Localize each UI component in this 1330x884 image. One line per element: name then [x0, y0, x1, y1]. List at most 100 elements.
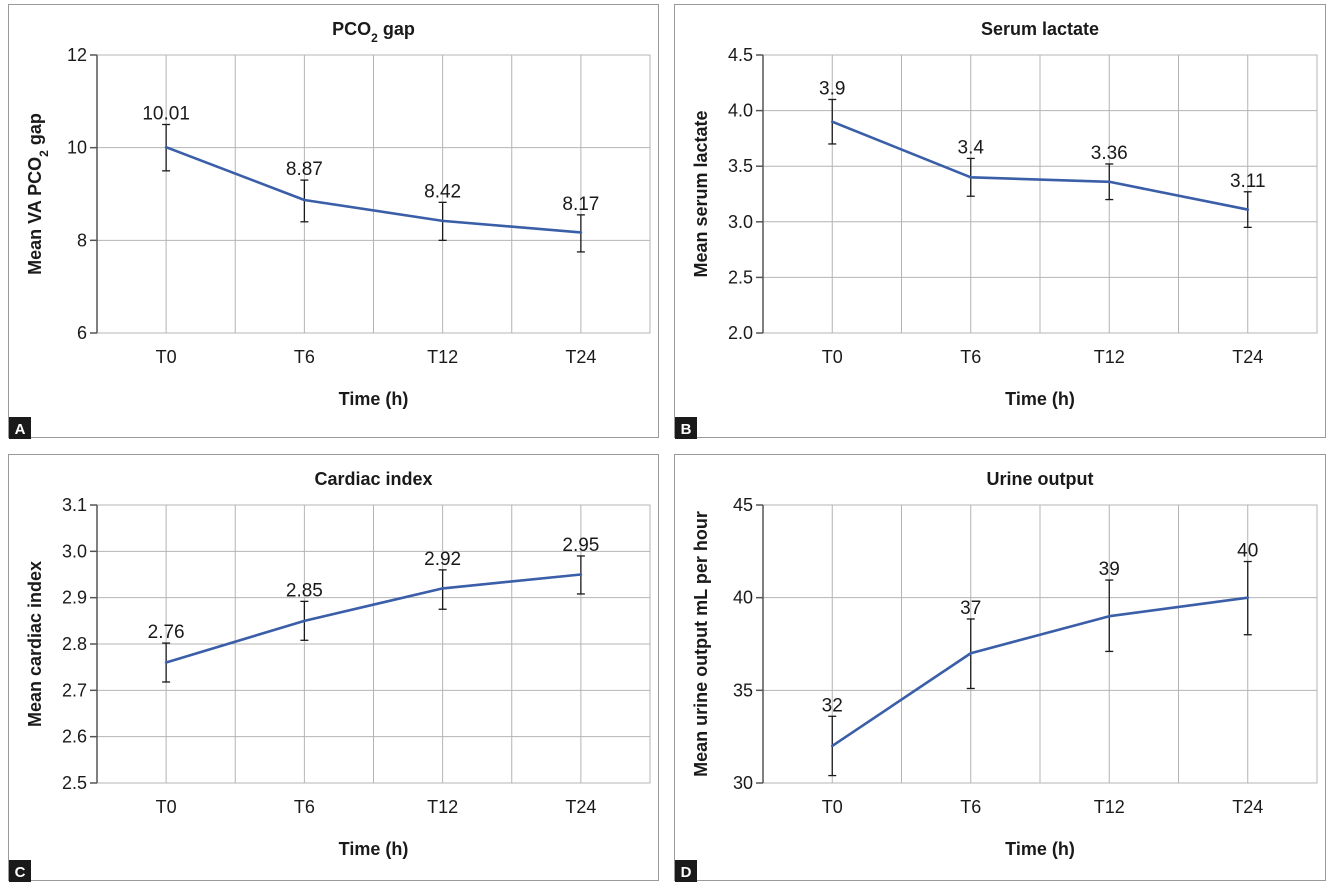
data-point [969, 651, 973, 655]
x-tick-label: T12 [1094, 347, 1125, 367]
chart-c-svg: 2.5 2.6 2.7 2.8 2.9 3.0 3.1 T0 T6 T12 T24 Cardiac i… [9, 469, 651, 882]
x-tick-label: T6 [294, 347, 315, 367]
chart-title: PCO2 gap [332, 19, 415, 45]
data-label: 37 [960, 598, 981, 619]
data-point [1246, 208, 1250, 211]
y-tick-label: 2.6 [62, 727, 87, 747]
x-tick-label: T12 [427, 797, 458, 817]
data-point [164, 661, 168, 664]
series-line [165, 573, 582, 664]
data-point [303, 619, 306, 623]
data-label: 39 [1099, 559, 1120, 580]
data-point [441, 219, 444, 223]
panel-letter-badge [675, 417, 697, 439]
data-point [830, 120, 834, 124]
series-line [831, 596, 1248, 748]
y-tick-label: 2.8 [62, 634, 87, 654]
chart-d-svg: 30 35 40 45 T0 T6 T12 T24 Urine output Time (h) Me… [675, 469, 1318, 882]
chart-title: Serum lactate [981, 19, 1099, 39]
data-point [1107, 614, 1111, 618]
x-tick-label: T0 [822, 347, 843, 367]
data-label: 3.4 [958, 137, 985, 158]
chart-title: Urine output [987, 469, 1094, 489]
data-point [1107, 180, 1111, 184]
panel-letter-badge [675, 860, 697, 882]
data-label: 8.17 [562, 194, 599, 215]
y-tick-label: 2.7 [62, 680, 87, 700]
y-tick-label: 4.5 [728, 45, 753, 65]
chart-panel-c: 2.5 2.6 2.7 2.8 2.9 3.0 3.1 T0 T6 T12 T24 Cardiac i… [8, 454, 659, 882]
panel-letter: D [681, 864, 692, 881]
y-tick-label: 3.5 [728, 156, 753, 176]
x-tick-label: T12 [427, 347, 458, 367]
x-tick-label: T6 [960, 347, 981, 367]
data-label: 2.95 [562, 535, 599, 556]
chart-panel-b: 2.0 2.5 3.0 3.5 4.0 4.5 T0 T6 T12 T24 Serum lactat… [674, 4, 1326, 439]
x-tick-label: T0 [822, 797, 843, 817]
x-tick-label: T0 [156, 797, 177, 817]
data-point [830, 744, 834, 748]
x-tick-label: T24 [1232, 797, 1263, 817]
panel-letter: C [15, 864, 26, 881]
y-tick-label: 12 [67, 45, 87, 65]
x-tick-label: T0 [156, 347, 177, 367]
data-point [1246, 596, 1250, 599]
y-tick-label: 2.5 [728, 267, 753, 287]
panel-letter: B [681, 421, 692, 438]
x-axis-label: Time (h) [339, 839, 409, 859]
series-line [831, 120, 1249, 211]
y-tick-label: 45 [733, 495, 753, 515]
data-label: 8.87 [286, 159, 323, 180]
data-point [164, 145, 168, 149]
y-axis-label: Mean serum lactate [691, 110, 711, 277]
x-tick-label: T6 [294, 797, 315, 817]
y-tick-label: 8 [77, 230, 87, 250]
data-label: 32 [822, 695, 843, 716]
chart-b-svg: 2.0 2.5 3.0 3.5 4.0 4.5 T0 T6 T12 T24 Serum lactat… [675, 19, 1318, 439]
chart-panel-a: 6 8 10 12 T0 T6 T12 T24 PCO2 gap Time (h) Mean VA … [8, 4, 659, 439]
x-tick-label: T24 [565, 347, 596, 367]
data-point [579, 573, 583, 576]
data-label: 10.01 [142, 104, 190, 125]
y-tick-label: 3.0 [728, 212, 753, 232]
y-tick-label: 30 [733, 773, 753, 793]
x-tick-label: T24 [1232, 347, 1263, 367]
data-label: 2.92 [424, 549, 461, 570]
panel-letter-badge [9, 860, 31, 882]
y-tick-label: 6 [77, 323, 87, 343]
x-axis-label: Time (h) [1005, 839, 1075, 859]
y-tick-label: 2.0 [728, 323, 753, 343]
panel-letter: A [15, 421, 26, 438]
data-label: 8.42 [424, 181, 461, 202]
y-tick-label: 35 [733, 680, 753, 700]
series-line [165, 145, 581, 234]
y-tick-label: 3.0 [62, 541, 87, 561]
y-tick-label: 40 [733, 588, 753, 608]
y-tick-label: 10 [67, 138, 87, 158]
y-tick-label: 2.5 [62, 773, 87, 793]
data-label: 2.85 [286, 580, 323, 601]
data-point [969, 176, 973, 179]
data-label: 3.36 [1091, 143, 1128, 164]
x-tick-label: T6 [960, 797, 981, 817]
x-axis-label: Time (h) [1005, 389, 1075, 409]
data-point [579, 231, 583, 234]
y-tick-label: 4.0 [728, 101, 753, 121]
data-label: 2.76 [148, 622, 185, 643]
data-label: 3.9 [819, 78, 845, 99]
x-axis-label: Time (h) [339, 389, 409, 409]
y-tick-label: 3.1 [62, 495, 87, 515]
data-label: 3.11 [1230, 171, 1266, 192]
y-axis-label: Mean urine output mL per hour [691, 511, 711, 777]
x-tick-label: T24 [565, 797, 596, 817]
y-axis-label: Mean VA PCO2 gap [25, 113, 51, 275]
x-tick-label: T12 [1094, 797, 1125, 817]
panel-letter-badge [9, 417, 31, 439]
chart-panel-d: 30 35 40 45 T0 T6 T12 T24 Urine output Time (h) Me… [674, 454, 1326, 882]
chart-a-svg: 6 8 10 12 T0 T6 T12 T24 PCO2 gap Time (h) Mean VA … [9, 19, 651, 439]
chart-title: Cardiac index [314, 469, 432, 489]
data-point [303, 198, 306, 202]
data-point [441, 587, 444, 590]
data-label: 40 [1237, 541, 1258, 562]
y-axis-label: Mean cardiac index [25, 561, 45, 727]
